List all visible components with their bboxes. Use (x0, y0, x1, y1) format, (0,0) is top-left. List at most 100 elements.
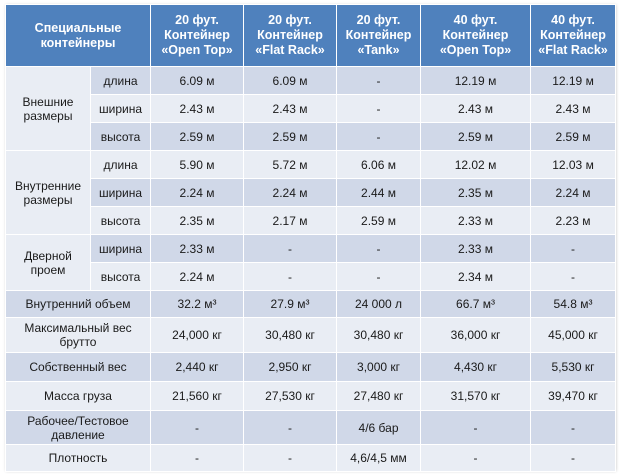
group-label: Внешние (22, 94, 74, 109)
cell-value: 21,560 кг (150, 381, 245, 411)
table-row: Внешние размеры длина 6.09 м 6.09 м - 12… (5, 66, 617, 151)
cell-value: - (530, 234, 617, 263)
row-label-working-test-pressure: Рабочее/Тестовое давление (4, 410, 152, 445)
cell-value: 2.59 м (420, 122, 532, 151)
cell-value: 2.24 м (530, 178, 617, 207)
cell-value: 12.02 м (420, 150, 532, 179)
cell-value: 4,6/4,5 мм (336, 444, 422, 472)
cell-value: 4/6 бар (336, 410, 422, 445)
row-label-tare-weight: Собственный вес (4, 352, 152, 382)
table-row: высота 2.59 м 2.59 м - 2.59 м 2.59 м (6, 122, 617, 151)
cell-value: 2.43 м (420, 94, 532, 123)
header-line: Контейнер (345, 28, 412, 42)
sub-label: ширина (89, 234, 152, 263)
cell-value: - (420, 444, 532, 472)
cell-value: - (336, 262, 422, 291)
sub-label: ширина (89, 178, 152, 207)
table-row: ширина 2.24 м 2.24 м 2.44 м 2.35 м 2.24 … (6, 178, 617, 207)
cell-value: 2.24 м (150, 262, 245, 291)
sub-label: высота (89, 122, 152, 151)
cell-value: - (336, 66, 422, 95)
table-row: ширина 2.43 м 2.43 м - 2.43 м 2.43 м (6, 94, 617, 123)
header-line: Контейнер (442, 28, 509, 42)
cell-value: 2.34 м (420, 262, 532, 291)
cell-value: 2.43 м (243, 94, 338, 123)
cell-value: 2.24 м (243, 178, 338, 207)
cell-value: 39,470 кг (530, 381, 617, 411)
header-line: 40 фут. (453, 13, 498, 27)
cell-value: 2.59 м (243, 122, 338, 151)
cell-value: 2.35 м (150, 206, 245, 235)
header-row: Специальные контейнеры 20 фут. Контейнер… (4, 4, 617, 67)
header-line: «Flat Rack» (538, 43, 608, 57)
cell-value: 30,480 кг (243, 317, 338, 353)
cell-value: 3,000 кг (336, 352, 422, 382)
cell-value: 30,480 кг (336, 317, 422, 353)
group-label: проем (30, 262, 66, 277)
header-40ft-open-top: 40 фут. Контейнер «Open Top» (420, 4, 532, 67)
cell-value: 54.8 м³ (530, 290, 617, 318)
cell-value: 66.7 м³ (420, 290, 532, 318)
table-row: Плотность - - 4,6/4,5 мм - - (4, 444, 617, 472)
row-label-cargo-mass: Масса груза (4, 381, 152, 411)
group-label: Внутренние (14, 178, 82, 193)
cell-value: 31,570 кг (420, 381, 532, 411)
cell-value: - (243, 444, 338, 472)
cell-value: 5.90 м (150, 150, 245, 179)
row-label-max-gross-weight: Максимальный вес брутто (4, 317, 152, 353)
header-line: Контейнер (540, 28, 606, 42)
cell-value: 36,000 кг (420, 317, 532, 353)
table-row: Масса груза 21,560 кг 27,530 кг 27,480 к… (4, 381, 617, 411)
row-label: Максимальный вес (24, 321, 132, 335)
sub-label: длина (89, 150, 152, 179)
group-label: размеры (23, 192, 73, 207)
cell-value: 32.2 м³ (150, 290, 245, 318)
cell-value: 4,430 кг (420, 352, 532, 382)
cell-value: - (243, 410, 338, 445)
cell-value: 2.33 м (420, 234, 532, 263)
row-label: брутто (59, 335, 97, 349)
group-external-dimensions: Внешние размеры (5, 66, 91, 151)
cell-value: - (420, 410, 532, 445)
cell-value: - (336, 94, 422, 123)
cell-value: 6.09 м (150, 66, 245, 95)
group-door-opening: Дверной проем (5, 234, 91, 291)
cell-value: 27.9 м³ (243, 290, 338, 318)
cell-value: 2,950 кг (243, 352, 338, 382)
sub-label: длина (89, 66, 152, 95)
spec-table-sheet: Специальные контейнеры 20 фут. Контейнер… (4, 4, 617, 472)
header-specialty-containers: Специальные контейнеры (4, 4, 152, 67)
cell-value: 2.33 м (420, 206, 532, 235)
cell-value: 2.43 м (150, 94, 245, 123)
header-line: «Open Top» (161, 43, 233, 57)
header-line: «Tank» (357, 43, 400, 57)
table-row: Внутренние размеры длина 5.90 м 5.72 м 6… (5, 150, 617, 235)
cell-value: 24 000 л (336, 290, 422, 318)
row-label-internal-volume: Внутренний объем (4, 290, 152, 318)
cell-value: 5.72 м (243, 150, 338, 179)
row-label: Рабочее/Тестовое (27, 413, 129, 428)
cell-value: 45,000 кг (530, 317, 617, 353)
cell-value: 2.23 м (530, 206, 617, 235)
group-label: размеры (23, 108, 73, 123)
cell-value: - (530, 410, 617, 445)
table-row: Дверной проем ширина 2.33 м - - 2.33 м - (5, 234, 617, 291)
table-row: Максимальный вес брутто 24,000 кг 30,480… (4, 317, 617, 353)
header-line: «Open Top» (439, 43, 512, 57)
cell-value: - (150, 444, 245, 472)
header-line: Контейнер (164, 28, 230, 42)
cell-value: 6.06 м (336, 150, 422, 179)
cell-value: 24,000 кг (150, 317, 245, 353)
table-row: Рабочее/Тестовое давление - - 4/6 бар - … (4, 410, 617, 445)
cell-value: 27,480 кг (336, 381, 422, 411)
group-label: Дверной (24, 248, 72, 263)
row-label-thickness: Плотность (4, 444, 152, 472)
row-label: Внутренний объем (25, 297, 131, 311)
cell-value: 2.24 м (150, 178, 245, 207)
header-40ft-flat-rack: 40 фут. Контейнер «Flat Rack» (530, 4, 617, 67)
row-label: давление (51, 427, 105, 442)
cell-value: 2.33 м (150, 234, 245, 263)
header-line: 20 фут. (268, 13, 312, 27)
header-line: 20 фут. (356, 13, 401, 27)
table-row: высота 2.24 м - - 2.34 м - (6, 262, 617, 291)
